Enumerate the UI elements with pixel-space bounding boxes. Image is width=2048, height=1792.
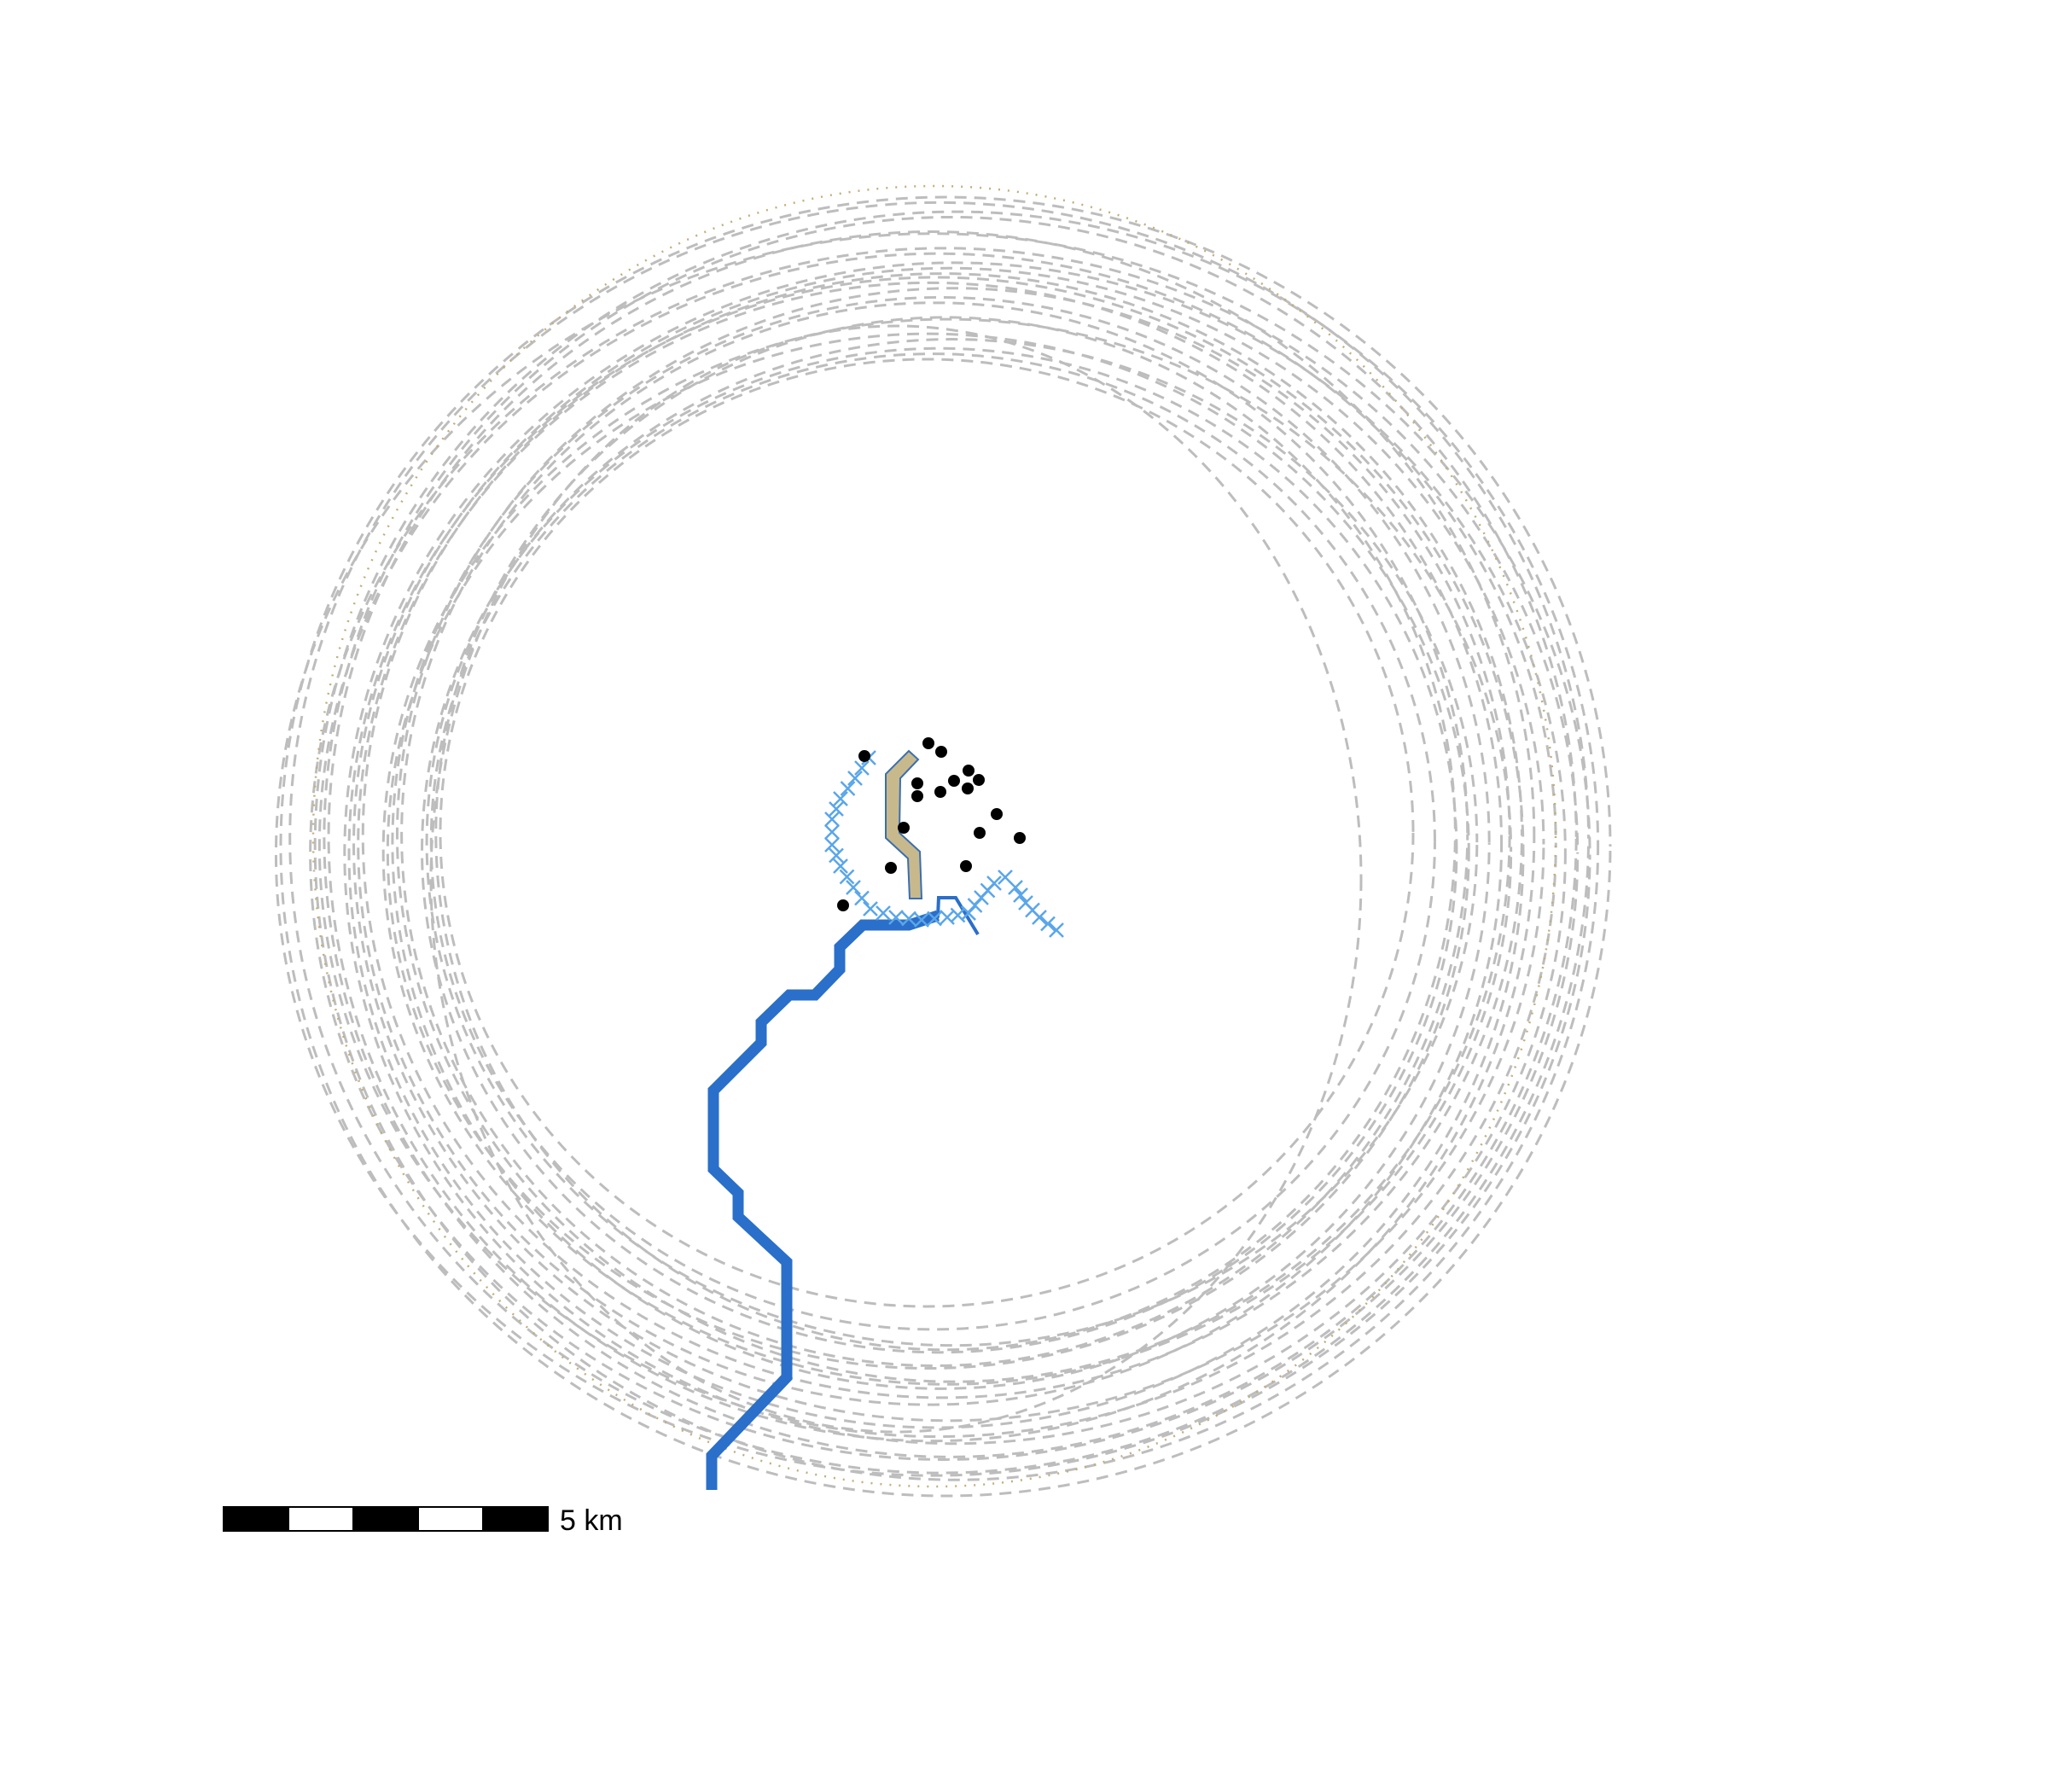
- contour-line: [425, 338, 1479, 1347]
- point-feature: [922, 737, 934, 749]
- channel: [885, 749, 923, 899]
- stream-cross: [854, 760, 870, 776]
- stream-cross: [927, 911, 942, 927]
- scale-bar-label: 5 km: [560, 1504, 623, 1537]
- scale-bar-segment: [482, 1506, 549, 1532]
- contour-line: [288, 201, 1591, 1475]
- stream-cross: [1040, 916, 1056, 932]
- channel-shape: [885, 749, 923, 899]
- contour-line: [391, 295, 1491, 1390]
- stream-cross: [888, 910, 904, 925]
- stream-cross: [854, 890, 870, 906]
- river-network: [706, 896, 980, 1490]
- contour-lines: [274, 195, 1612, 1498]
- contour-line: [421, 346, 1458, 1354]
- stream-cross: [833, 791, 848, 806]
- point-feature: [1014, 832, 1026, 844]
- stream-cross: [829, 847, 844, 864]
- contour-line: [400, 301, 1469, 1367]
- contour-line: [343, 261, 1567, 1446]
- stream-cross: [914, 912, 929, 928]
- stream-cross: [846, 880, 861, 895]
- stream-crosses: [824, 750, 1064, 938]
- stream-cross: [824, 837, 840, 852]
- point-feature: [911, 777, 923, 789]
- contour-line: [352, 266, 1545, 1423]
- contour-line: [279, 195, 1612, 1498]
- contour-line: [361, 272, 1523, 1399]
- contour-line: [429, 324, 1363, 1434]
- boundary-line: [311, 184, 1557, 1488]
- scale-bar-segment: [288, 1506, 354, 1532]
- point-feature: [898, 822, 910, 834]
- contour-line: [323, 215, 1578, 1458]
- point-features: [837, 737, 1026, 911]
- point-feature: [858, 750, 870, 762]
- stream-cross: [986, 876, 1002, 891]
- contour-line: [327, 230, 1536, 1443]
- contour-line: [274, 232, 1591, 1477]
- stream-cross: [824, 824, 840, 840]
- stream-cross: [876, 905, 891, 921]
- stream-cross: [839, 869, 855, 885]
- point-feature: [973, 774, 985, 786]
- point-feature: [963, 765, 975, 777]
- stream-cross: [901, 911, 916, 927]
- point-feature: [837, 899, 849, 911]
- contour-line: [309, 247, 1580, 1461]
- contour-line: [386, 332, 1470, 1370]
- point-feature: [960, 860, 972, 872]
- point-feature: [911, 790, 923, 802]
- point-feature: [974, 827, 986, 839]
- stream-cross: [1049, 922, 1064, 938]
- point-feature: [935, 746, 947, 758]
- point-feature: [948, 775, 960, 787]
- contour-line: [317, 252, 1557, 1439]
- scale-bar-segment: [352, 1506, 419, 1532]
- stream-cross: [824, 812, 840, 827]
- stream-cross: [840, 781, 856, 796]
- point-feature: [885, 862, 897, 874]
- point-feature: [991, 808, 1003, 820]
- stream-cross: [863, 901, 878, 916]
- stream-cross: [829, 801, 844, 817]
- contour-line: [439, 358, 1415, 1308]
- contour-line: [381, 317, 1513, 1386]
- stream-cross: [1008, 880, 1023, 895]
- stream-cross: [1013, 887, 1028, 903]
- main-river: [706, 910, 940, 1490]
- contour-line: [347, 276, 1525, 1429]
- scale-bar-segment: [417, 1506, 484, 1532]
- contour-line: [313, 210, 1600, 1481]
- point-feature: [934, 786, 946, 798]
- stream-cross: [833, 858, 848, 874]
- scale-bar: 5 km: [223, 1504, 623, 1537]
- contour-line: [395, 287, 1511, 1383]
- outer-boundary: [311, 184, 1557, 1488]
- contour-line: [357, 281, 1504, 1406]
- point-feature: [962, 783, 974, 794]
- scale-bar-segment: [223, 1506, 289, 1532]
- stream-cross: [847, 771, 863, 786]
- stream-cross: [1032, 910, 1047, 925]
